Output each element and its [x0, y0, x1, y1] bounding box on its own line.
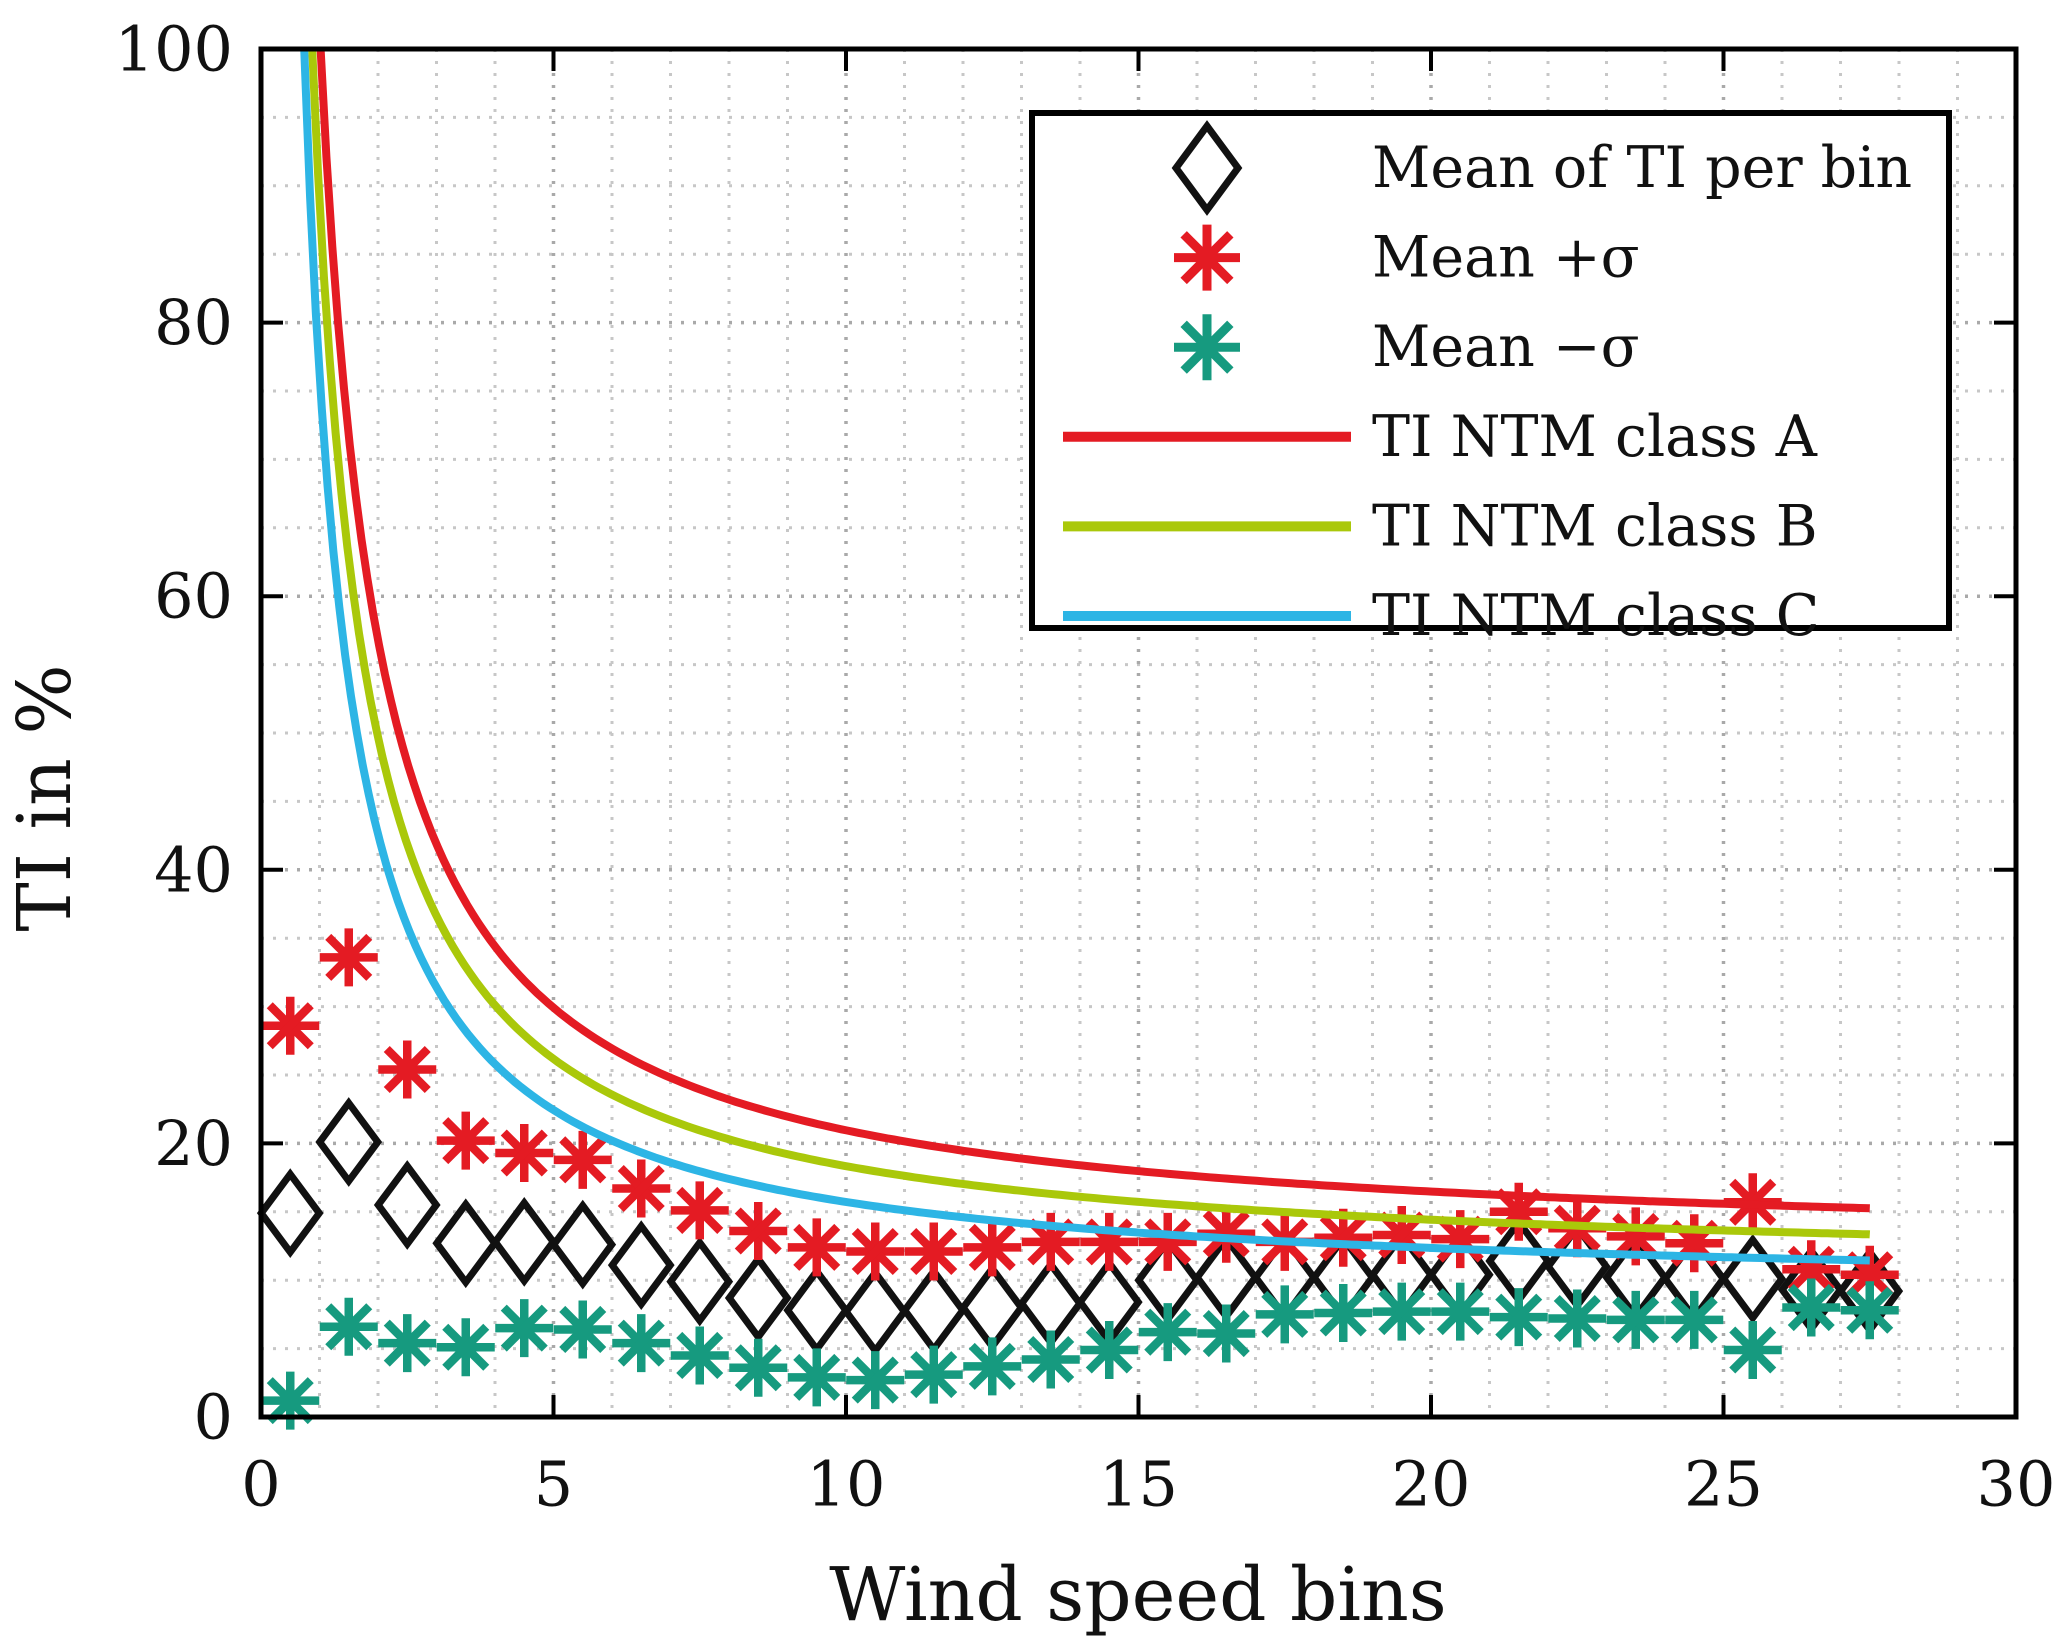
- asterisk-marker: [1138, 1303, 1197, 1362]
- x-axis-label: Wind speed bins: [829, 1552, 1446, 1638]
- asterisk-marker: [1080, 1212, 1139, 1271]
- diamond-marker: [256, 1168, 324, 1259]
- asterisk-marker: [261, 1371, 320, 1430]
- asterisk-marker: [846, 1222, 905, 1281]
- legend-item-label: TI NTM class B: [1372, 493, 1818, 559]
- asterisk-marker: [319, 1297, 378, 1356]
- series-mean-plus-sigma: [261, 928, 1899, 1304]
- diamond-marker: [607, 1220, 675, 1311]
- asterisk-marker: [495, 1299, 554, 1358]
- asterisk-marker: [553, 1300, 612, 1359]
- x-tick-label: 30: [1977, 1448, 2056, 1521]
- asterisk-marker: [963, 1337, 1022, 1396]
- y-axis-label: TI in %: [2, 664, 88, 931]
- x-tick-label: 15: [1099, 1448, 1178, 1521]
- asterisk-marker: [495, 1123, 554, 1182]
- legend-item-4: TI NTM class A: [1063, 404, 1818, 470]
- diamond-marker: [724, 1253, 792, 1343]
- asterisk-marker: [787, 1348, 846, 1407]
- asterisk-marker: [1723, 1320, 1782, 1379]
- legend-item-label: TI NTM class C: [1372, 583, 1819, 649]
- asterisk-marker: [1431, 1282, 1490, 1341]
- legend-item-label: TI NTM class A: [1372, 404, 1818, 470]
- asterisk-marker: [1255, 1285, 1314, 1344]
- asterisk-marker: [904, 1345, 963, 1404]
- diamond-marker: [841, 1266, 909, 1357]
- asterisk-marker: [553, 1130, 612, 1189]
- asterisk-marker: [612, 1314, 671, 1373]
- legend-item-6: TI NTM class C: [1063, 583, 1819, 649]
- diamond-marker: [666, 1236, 734, 1327]
- diamond-marker: [1171, 120, 1243, 216]
- y-tick-label: 40: [154, 833, 233, 906]
- x-tick-label: 25: [1684, 1448, 1763, 1521]
- asterisk-marker: [1840, 1281, 1899, 1340]
- diamond-marker: [490, 1197, 558, 1287]
- legend-item-5: TI NTM class B: [1063, 493, 1818, 559]
- legend-item-1: Mean of TI per bin: [1171, 120, 1912, 216]
- asterisk-marker: [1021, 1330, 1080, 1389]
- y-tick-label: 20: [154, 1107, 233, 1180]
- x-tick-label: 10: [807, 1448, 886, 1521]
- ntm-class-a-curve: [316, 49, 1870, 1213]
- diamond-marker: [315, 1097, 383, 1187]
- asterisk-marker: [436, 1318, 495, 1377]
- asterisk-marker: [729, 1338, 788, 1397]
- legend-item-3: Mean −σ: [1174, 314, 1640, 381]
- legend-item-label: Mean of TI per bin: [1372, 135, 1912, 201]
- series-mean-minus-sigma: [261, 1278, 1899, 1430]
- ntm-class-c-curve: [300, 49, 1870, 1265]
- asterisk-marker: [846, 1351, 905, 1410]
- y-tick-label: 80: [154, 286, 233, 359]
- diamond-marker: [900, 1265, 968, 1356]
- diamond-marker: [1719, 1233, 1787, 1324]
- ntm-class-b-curve: [308, 49, 1871, 1239]
- asterisk-marker: [670, 1181, 729, 1240]
- legend-item-2: Mean +σ: [1174, 224, 1640, 291]
- asterisk-marker: [378, 1314, 437, 1373]
- asterisk-marker: [1080, 1320, 1139, 1379]
- asterisk-marker: [1782, 1278, 1841, 1337]
- legend-item-label: Mean +σ: [1372, 225, 1640, 291]
- y-tick-label: 60: [154, 560, 233, 633]
- asterisk-marker: [1174, 224, 1240, 291]
- asterisk-marker: [1665, 1290, 1724, 1349]
- asterisk-marker: [963, 1218, 1022, 1277]
- asterisk-marker: [436, 1111, 495, 1170]
- asterisk-marker: [1665, 1214, 1724, 1273]
- asterisk-marker: [1606, 1290, 1665, 1349]
- y-tick-label: 100: [115, 13, 233, 86]
- asterisk-marker: [670, 1326, 729, 1385]
- asterisk-marker: [729, 1201, 788, 1260]
- y-tick-label: 0: [194, 1381, 233, 1454]
- asterisk-marker: [1489, 1288, 1548, 1347]
- asterisk-marker: [1174, 314, 1240, 381]
- diamond-marker: [432, 1198, 500, 1289]
- x-tick-label: 5: [534, 1448, 573, 1521]
- legend: Mean of TI per bin Mean +σ Mean −σ TI NTM c…: [1029, 110, 1952, 649]
- asterisk-marker: [612, 1159, 671, 1218]
- asterisk-marker: [319, 928, 378, 987]
- axes-box: 0 5 10 15 20 25 30 0 20 40 60 80 100: [115, 13, 2056, 1521]
- plot-area: 0 5 10 15 20 25 30 0 20 40 60 80 100: [115, 13, 2056, 1521]
- asterisk-marker: [904, 1222, 963, 1281]
- diamond-marker: [373, 1160, 441, 1250]
- asterisk-marker: [1606, 1207, 1665, 1266]
- diamond-marker: [549, 1199, 617, 1290]
- x-tick-label: 0: [241, 1448, 280, 1521]
- x-tick-label: 20: [1392, 1448, 1471, 1521]
- asterisk-marker: [1138, 1212, 1197, 1271]
- asterisk-marker: [261, 996, 320, 1055]
- asterisk-marker: [1314, 1284, 1373, 1343]
- asterisk-marker: [787, 1218, 846, 1277]
- legend-item-label: Mean −σ: [1372, 314, 1640, 380]
- asterisk-marker: [378, 1040, 437, 1099]
- diamond-marker: [783, 1265, 851, 1356]
- asterisk-marker: [1197, 1304, 1256, 1363]
- asterisk-marker: [1548, 1289, 1607, 1348]
- asterisk-marker: [1372, 1282, 1431, 1341]
